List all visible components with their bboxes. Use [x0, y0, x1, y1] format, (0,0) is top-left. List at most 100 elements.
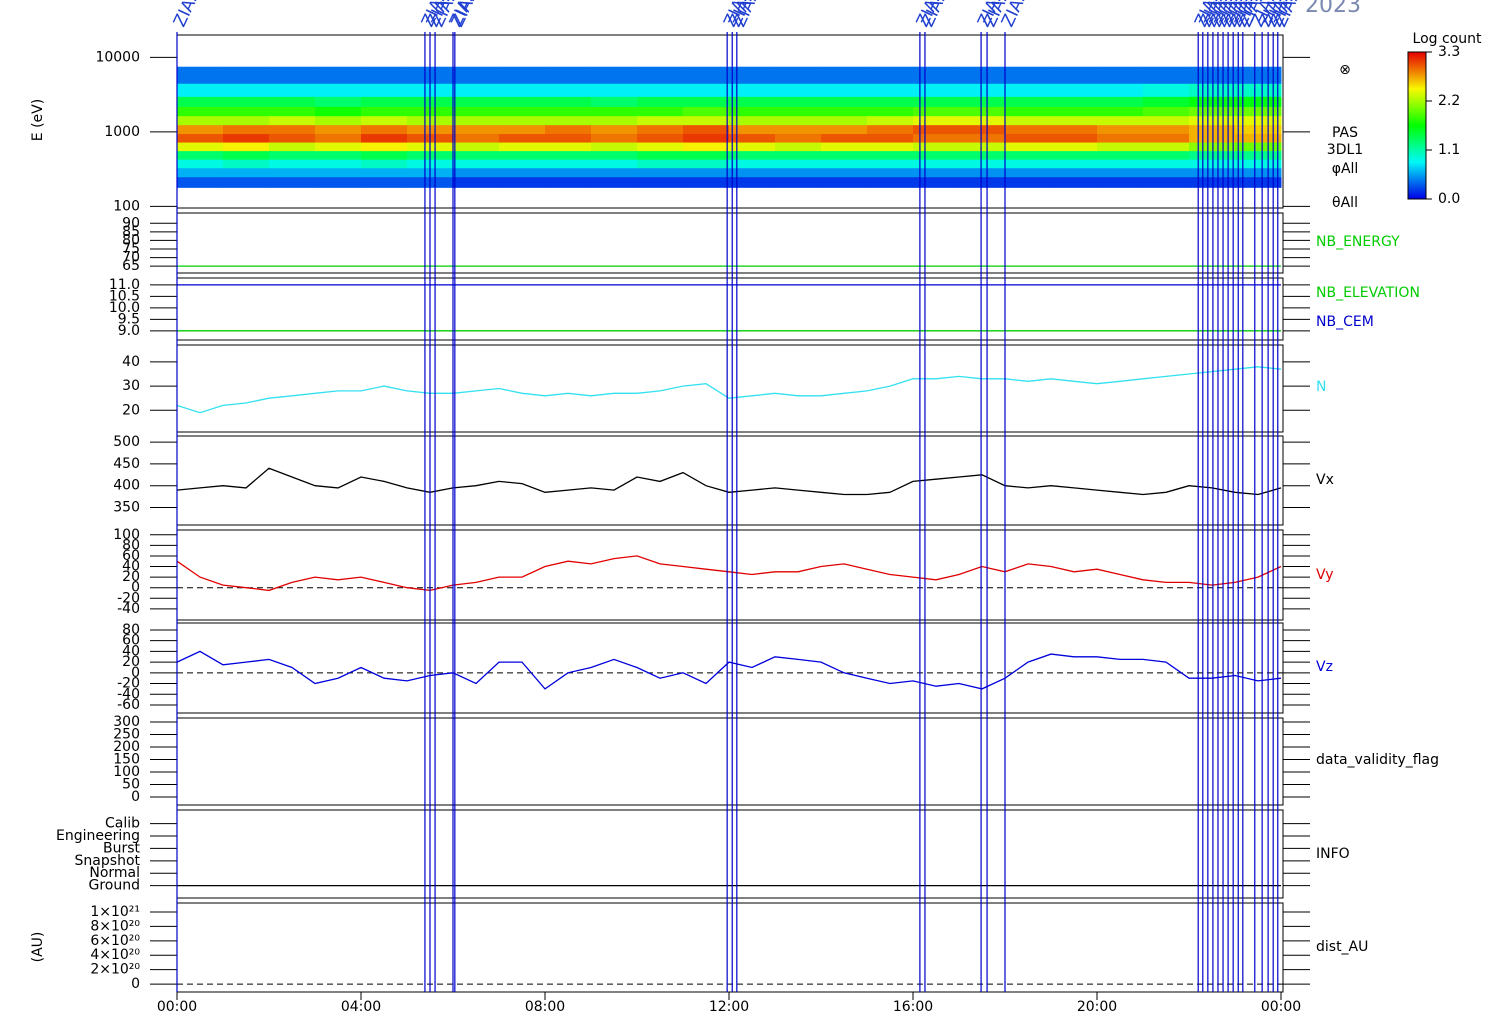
- y-tick-label: 200: [113, 739, 140, 755]
- y-axis-label: (AU): [30, 932, 46, 963]
- heatmap-cell: [683, 96, 730, 107]
- heatmap-cell: [1143, 66, 1190, 84]
- y-tick-label: Calib: [105, 816, 140, 832]
- heatmap-cell: [775, 66, 822, 84]
- heatmap-cell: [1143, 150, 1190, 160]
- heatmap-cell: [177, 176, 224, 188]
- heatmap-cell: [545, 159, 592, 169]
- heatmap-cell: [1143, 133, 1190, 143]
- heatmap-cell: [1143, 106, 1190, 117]
- heatmap-cell: [591, 133, 638, 143]
- y-tick-label: 150: [113, 752, 140, 768]
- panel-label: data_validity_flag: [1316, 752, 1439, 768]
- x-tick-label: 00:00: [1261, 999, 1301, 1015]
- heatmap-cell: [1189, 96, 1236, 107]
- heatmap-cell: [1005, 150, 1052, 160]
- colorbar-tick-label: 3.3: [1438, 44, 1460, 60]
- heatmap-cell: [545, 115, 592, 126]
- heatmap-cell: [1235, 66, 1282, 84]
- heatmap-cell: [959, 96, 1006, 107]
- heatmap-cell: [1189, 106, 1236, 117]
- heatmap-cell: [913, 115, 960, 126]
- colorbar-tick-label: 0.0: [1438, 191, 1460, 207]
- heatmap-cell: [361, 83, 408, 97]
- heatmap-cell: [177, 115, 224, 126]
- heatmap-cell: [867, 150, 914, 160]
- panel-frame: [176, 902, 1284, 993]
- heatmap-cell: [1051, 150, 1098, 160]
- heatmap-cell: [269, 167, 316, 178]
- heatmap-cell: [1005, 124, 1052, 135]
- annotation: 3DL1: [1327, 142, 1363, 158]
- heatmap-cell: [453, 133, 500, 143]
- heatmap-cell: [683, 176, 730, 188]
- y-tick-label: 75: [122, 241, 140, 257]
- heatmap-cell: [499, 142, 546, 152]
- x-tick-label: 16:00: [893, 999, 933, 1015]
- panel-frame: [176, 344, 1284, 433]
- heatmap-cell: [1097, 159, 1144, 169]
- series-label: Vx: [1316, 472, 1334, 488]
- heatmap-cell: [913, 150, 960, 160]
- heatmap-cell: [499, 176, 546, 188]
- y-tick-label: 20: [122, 569, 140, 585]
- series-label: NB_ENERGY: [1316, 234, 1400, 250]
- annotation: PAS: [1332, 125, 1358, 141]
- heatmap-cell: [1235, 124, 1282, 135]
- heatmap-cell: [591, 159, 638, 169]
- heatmap-cell: [729, 167, 776, 178]
- heatmap-cell: [1143, 83, 1190, 97]
- y-tick-label: 80: [122, 537, 140, 553]
- heatmap-cell: [545, 176, 592, 188]
- y-tick-label: 60: [122, 633, 140, 649]
- heatmap-cell: [959, 66, 1006, 84]
- heatmap-cell: [821, 167, 868, 178]
- heatmap-cell: [223, 83, 270, 97]
- y-tick-label: -40: [117, 686, 140, 702]
- y-tick-label: 70: [122, 250, 140, 266]
- heatmap-cell: [1097, 106, 1144, 117]
- heatmap-cell: [867, 66, 914, 84]
- heatmap-cell: [315, 96, 362, 107]
- heatmap-cell: [361, 150, 408, 160]
- heatmap-cell: [913, 96, 960, 107]
- heatmap-cell: [1235, 167, 1282, 178]
- heatmap-cell: [1143, 124, 1190, 135]
- heatmap-cell: [1005, 159, 1052, 169]
- panel-frame: [176, 809, 1284, 899]
- heatmap-cell: [1051, 133, 1098, 143]
- y-tick-label: 350: [113, 500, 140, 516]
- heatmap-cell: [1051, 159, 1098, 169]
- heatmap-cell: [821, 124, 868, 135]
- heatmap-cell: [729, 176, 776, 188]
- heatmap-cell: [637, 66, 684, 84]
- heatmap-cell: [315, 176, 362, 188]
- y-tick-label: 80: [122, 622, 140, 638]
- series-label: NB_CEM: [1316, 314, 1374, 330]
- colorbar-tick-label: 1.1: [1438, 142, 1460, 158]
- heatmap-cell: [1189, 142, 1236, 152]
- heatmap-cell: [1189, 66, 1236, 84]
- heatmap-cell: [1189, 83, 1236, 97]
- panel-frame: [176, 529, 1284, 621]
- heatmap-cell: [683, 133, 730, 143]
- heatmap-cell: [1235, 159, 1282, 169]
- heatmap-cell: [775, 159, 822, 169]
- x-tick-label: 08:00: [525, 999, 565, 1015]
- heatmap-cell: [1051, 176, 1098, 188]
- heatmap-cell: [775, 124, 822, 135]
- heatmap-cell: [269, 106, 316, 117]
- heatmap-cell: [1005, 167, 1052, 178]
- heatmap-cell: [1189, 133, 1236, 143]
- heatmap-cell: [269, 83, 316, 97]
- y-axis-label: E (eV): [30, 99, 46, 141]
- heatmap-cell: [775, 106, 822, 117]
- heatmap-cell: [821, 115, 868, 126]
- heatmap-cell: [1143, 159, 1190, 169]
- y-tick-label: 1×10²¹: [90, 904, 140, 920]
- heatmap-cell: [637, 167, 684, 178]
- heatmap-cell: [223, 124, 270, 135]
- heatmap-cell: [177, 150, 224, 160]
- heatmap-cell: [729, 66, 776, 84]
- y-tick-label: 40: [122, 643, 140, 659]
